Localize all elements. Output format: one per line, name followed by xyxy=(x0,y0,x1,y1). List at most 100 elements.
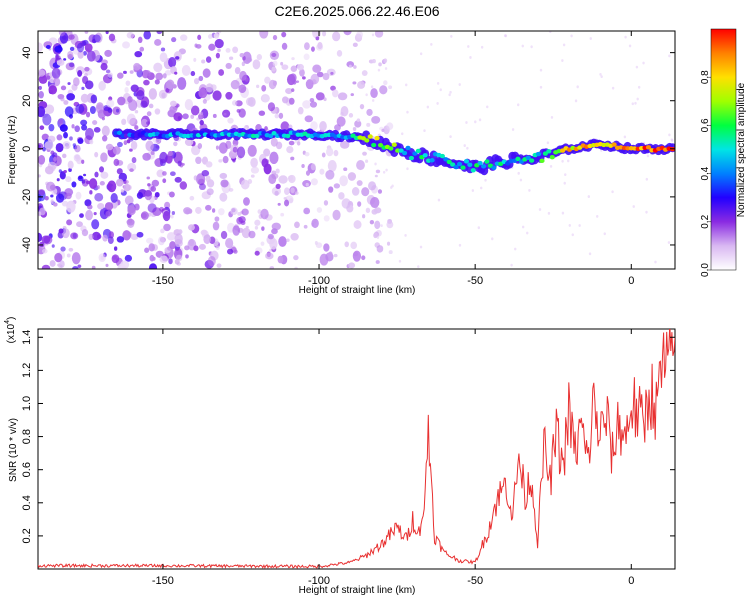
noise-speckle xyxy=(74,144,81,153)
noise-speckle xyxy=(280,61,284,66)
noise-speckle xyxy=(50,194,54,198)
noise-speckle xyxy=(144,247,150,253)
noise-speckle xyxy=(117,263,126,269)
noise-speckle xyxy=(49,184,57,191)
noise-speckle xyxy=(162,73,167,79)
noise-speckle xyxy=(321,152,326,158)
ridge-core xyxy=(525,155,531,161)
noise-speckle xyxy=(236,146,246,159)
noise-speckle xyxy=(391,184,394,188)
noise-speckle xyxy=(327,160,337,172)
noise-speckle xyxy=(347,172,357,181)
noise-speckle xyxy=(99,181,105,186)
noise-speckle xyxy=(290,187,295,194)
noise-speckle xyxy=(511,128,515,131)
ridge-core xyxy=(645,145,652,150)
noise-speckle xyxy=(63,131,68,139)
noise-speckle xyxy=(151,179,160,187)
noise-speckle xyxy=(205,83,214,93)
noise-speckle xyxy=(165,87,170,93)
noise-speckle xyxy=(323,243,330,252)
noise-speckle xyxy=(332,31,341,42)
noise-speckle xyxy=(250,174,255,178)
noise-speckle xyxy=(193,57,197,62)
ridge-core xyxy=(350,133,356,138)
noise-speckle xyxy=(231,100,238,106)
noise-speckle xyxy=(42,113,52,126)
noise-speckle xyxy=(480,186,483,190)
ridge-core xyxy=(367,134,373,139)
noise-speckle xyxy=(336,50,343,57)
noise-speckle xyxy=(69,136,73,141)
noise-speckle xyxy=(171,37,177,43)
x-tick-label: -50 xyxy=(467,575,483,587)
noise-speckle xyxy=(304,42,310,51)
noise-speckle xyxy=(264,76,271,84)
noise-speckle xyxy=(85,127,95,140)
noise-speckle xyxy=(288,124,293,130)
noise-speckle xyxy=(212,113,217,118)
noise-speckle xyxy=(206,188,214,196)
noise-speckle xyxy=(380,224,383,228)
noise-speckle xyxy=(54,252,63,263)
noise-speckle xyxy=(102,234,108,242)
noise-speckle xyxy=(405,83,408,87)
noise-speckle xyxy=(636,97,639,101)
noise-speckle xyxy=(654,260,657,264)
noise-speckle xyxy=(105,263,109,268)
noise-speckle xyxy=(436,82,440,85)
noise-speckle xyxy=(67,53,73,60)
snr-series-line xyxy=(38,329,675,569)
noise-speckle xyxy=(218,142,228,154)
noise-speckle xyxy=(322,31,327,37)
y-tick-label: 40 xyxy=(21,47,33,59)
noise-speckle xyxy=(162,171,167,176)
y-tick-label: 1.4 xyxy=(21,330,33,345)
noise-speckle xyxy=(333,253,338,258)
noise-speckle xyxy=(127,205,136,216)
noise-speckle xyxy=(383,58,388,63)
noise-speckle xyxy=(197,34,202,41)
noise-speckle xyxy=(38,232,43,242)
noise-speckle xyxy=(158,89,168,99)
noise-speckle xyxy=(143,69,151,77)
noise-speckle xyxy=(257,209,262,214)
noise-speckle xyxy=(199,119,204,126)
noise-speckle xyxy=(628,44,632,48)
noise-speckle xyxy=(261,158,269,168)
noise-speckle xyxy=(336,116,346,127)
noise-speckle xyxy=(82,51,87,56)
noise-speckle xyxy=(77,50,84,59)
noise-speckle xyxy=(205,161,213,168)
noise-speckle xyxy=(350,93,354,97)
noise-speckle xyxy=(286,238,290,242)
noise-speckle xyxy=(193,175,198,181)
noise-speckle xyxy=(302,76,306,80)
noise-speckle xyxy=(105,31,109,35)
noise-speckle xyxy=(265,252,274,260)
noise-speckle xyxy=(84,31,89,34)
noise-speckle xyxy=(214,38,224,49)
noise-speckle xyxy=(374,220,381,230)
noise-speckle xyxy=(486,105,489,109)
noise-speckle xyxy=(370,196,380,208)
noise-speckle xyxy=(76,221,83,228)
colorbar-label: Normalized spectral amplitude xyxy=(736,82,747,217)
noise-speckle xyxy=(319,121,327,132)
noise-speckle xyxy=(81,229,89,237)
noise-speckle xyxy=(469,56,472,59)
noise-speckle xyxy=(122,230,131,241)
noise-speckle xyxy=(100,152,108,163)
noise-speckle xyxy=(247,144,257,157)
noise-speckle xyxy=(216,263,222,268)
noise-speckle xyxy=(142,152,151,161)
noise-speckle xyxy=(293,255,299,261)
colorbar-ticks: 0.0 0.2 0.4 0.6 0.8 xyxy=(700,70,711,277)
spectrogram-y-label: Frequency (Hz) xyxy=(7,116,18,185)
noise-speckle xyxy=(426,105,430,109)
noise-speckle xyxy=(371,115,381,124)
noise-speckle xyxy=(190,71,196,77)
noise-speckle xyxy=(185,254,189,259)
ridge-core xyxy=(268,133,274,139)
noise-speckle xyxy=(646,154,650,158)
